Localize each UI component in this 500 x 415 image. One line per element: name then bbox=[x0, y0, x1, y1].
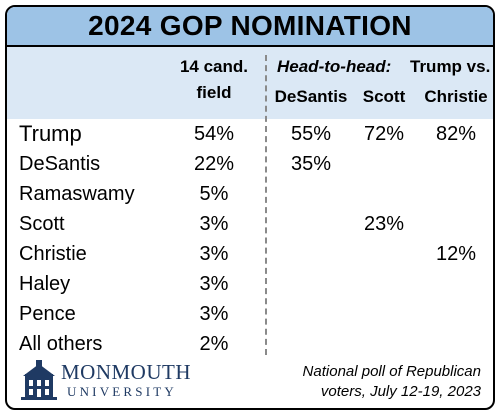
value-field: 3% bbox=[199, 273, 229, 295]
candidate-name: Trump bbox=[19, 121, 82, 146]
table-row: Pence 3% bbox=[7, 300, 493, 330]
candidate-name: Ramaswamy bbox=[19, 183, 135, 205]
title-bar: 2024 GOP NOMINATION bbox=[7, 7, 493, 47]
logo-subname: UNIVERSITY bbox=[67, 384, 177, 399]
table-row: Scott 3% 23% bbox=[7, 210, 493, 240]
header-trump-vs: Trump vs. bbox=[410, 57, 491, 76]
value-desantis: 55% bbox=[290, 123, 332, 145]
table-row: DeSantis 22% 35% bbox=[7, 150, 493, 180]
value-field: 3% bbox=[199, 213, 229, 235]
value-field: 22% bbox=[193, 153, 235, 175]
table-row: Haley 3% bbox=[7, 270, 493, 300]
table-row: Ramaswamy 5% bbox=[7, 180, 493, 210]
value-scott: 72% bbox=[363, 123, 405, 145]
candidate-name: Haley bbox=[19, 273, 71, 295]
candidate-name: Pence bbox=[19, 303, 76, 325]
logo-name: MONMOUTH bbox=[61, 360, 191, 384]
header-head-to-head: Head-to-head: bbox=[277, 57, 392, 76]
table-row: Christie 3% 12% bbox=[7, 240, 493, 270]
candidate-name: DeSantis bbox=[19, 153, 101, 175]
value-desantis: 35% bbox=[290, 153, 332, 175]
candidate-name: All others bbox=[19, 333, 103, 355]
value-scott: 23% bbox=[363, 213, 405, 235]
chart-title: 2024 GOP NOMINATION bbox=[88, 10, 412, 41]
source-line2: voters, July 12-19, 2023 bbox=[320, 383, 481, 400]
header-band bbox=[7, 47, 493, 119]
value-field: 5% bbox=[199, 183, 229, 205]
value-field: 2% bbox=[199, 333, 229, 355]
value-christie: 82% bbox=[435, 123, 477, 145]
source-note: National poll of Republican voters, July… bbox=[241, 362, 481, 402]
header-scott: Scott bbox=[362, 87, 406, 106]
value-christie: 12% bbox=[435, 243, 477, 265]
column-divider bbox=[265, 55, 267, 355]
source-line1: National poll of Republican bbox=[302, 363, 481, 380]
header-field-line1: 14 cand. bbox=[179, 57, 249, 76]
header-field-line2: field bbox=[196, 83, 232, 102]
header-desantis: DeSantis bbox=[274, 87, 348, 106]
poll-table-card: 2024 GOP NOMINATION 14 cand. field Head-… bbox=[5, 5, 495, 410]
header-christie: Christie bbox=[424, 87, 488, 106]
table-row: All others 2% bbox=[7, 330, 493, 360]
candidate-name: Scott bbox=[19, 213, 65, 235]
monmouth-logo: MONMOUTH UNIVERSITY bbox=[21, 360, 221, 404]
value-field: 54% bbox=[193, 123, 235, 145]
table-row: Trump 54% 55% 72% 82% bbox=[7, 120, 493, 150]
candidate-name: Christie bbox=[19, 243, 87, 265]
building-icon bbox=[21, 360, 57, 400]
value-field: 3% bbox=[199, 243, 229, 265]
value-field: 3% bbox=[199, 303, 229, 325]
